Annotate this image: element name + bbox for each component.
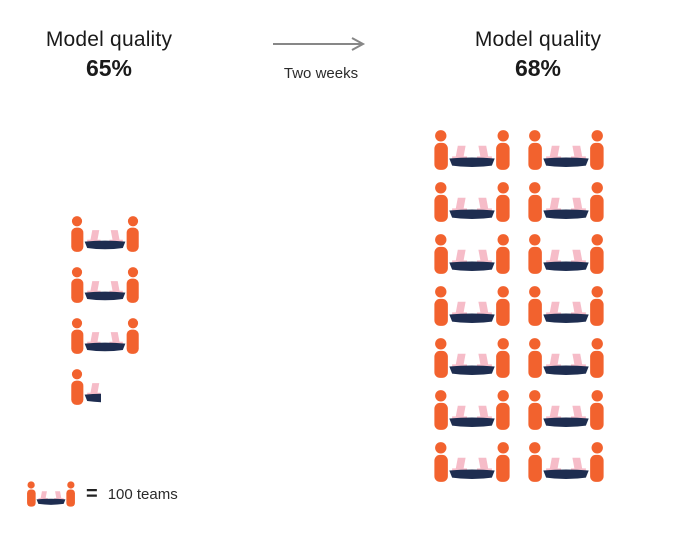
legend-equals: = xyxy=(86,482,98,505)
legend-label: 100 teams xyxy=(107,485,178,503)
team-table-icon xyxy=(432,128,520,172)
team-table-icon xyxy=(432,440,520,484)
team-table-icon xyxy=(526,388,614,432)
team-table-icon xyxy=(526,128,614,172)
transition-label: Two weeks xyxy=(283,65,359,82)
team-table-icon xyxy=(432,388,520,432)
after-icons-group xyxy=(432,128,614,484)
team-table-icon xyxy=(432,232,520,276)
team-table-icon xyxy=(526,440,614,484)
team-table-icon xyxy=(432,336,520,380)
team-table-icon xyxy=(70,265,140,305)
team-table-icon xyxy=(432,284,520,328)
team-table-icon xyxy=(26,480,76,508)
team-table-icon xyxy=(526,232,614,276)
before-header: Model quality 65% xyxy=(14,28,204,82)
before-icons-group xyxy=(70,214,140,407)
team-table-icon xyxy=(526,180,614,224)
before-value: 65% xyxy=(85,55,133,81)
team-table-icon xyxy=(526,284,614,328)
right-arrow-icon xyxy=(273,37,366,51)
after-value: 68% xyxy=(514,55,562,81)
after-header: Model quality 68% xyxy=(443,28,633,82)
legend: = 100 teams xyxy=(26,480,178,508)
transition: Two weeks xyxy=(266,36,376,82)
team-table-icon-partial xyxy=(70,367,101,407)
after-title: Model quality xyxy=(474,28,602,51)
before-title: Model quality xyxy=(45,28,173,51)
team-table-icon xyxy=(432,180,520,224)
team-table-icon xyxy=(70,214,140,254)
team-table-icon xyxy=(70,316,140,356)
team-table-icon xyxy=(526,336,614,380)
